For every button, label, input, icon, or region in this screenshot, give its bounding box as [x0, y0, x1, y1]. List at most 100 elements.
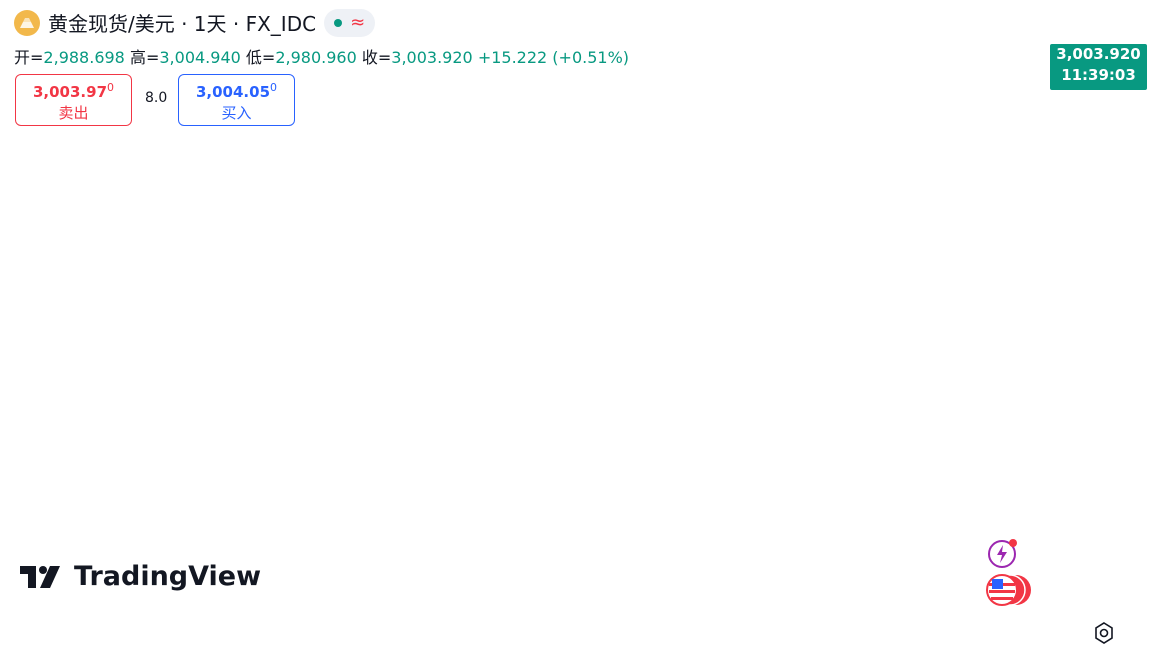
candle — [37, 514, 40, 527]
candle — [447, 288, 451, 313]
candle — [731, 254, 734, 265]
candle — [443, 303, 446, 327]
candle — [879, 107, 883, 144]
candle — [774, 164, 778, 201]
candle — [539, 203, 542, 249]
candle — [290, 429, 294, 457]
candle — [255, 433, 259, 477]
candle — [866, 121, 870, 145]
candle — [469, 288, 473, 317]
candle — [683, 304, 686, 330]
candle — [54, 500, 58, 517]
symbol-header: 黄金现货/美元 · 1天 · FX_IDC ≈ — [14, 8, 376, 37]
buy-button[interactable]: 3,004.050 买入 — [178, 74, 295, 126]
candle — [303, 479, 307, 494]
candle — [901, 55, 905, 73]
candle — [430, 342, 433, 364]
candle — [796, 128, 800, 164]
us-flag-events-icon[interactable] — [986, 573, 1034, 611]
candle — [783, 145, 787, 172]
candle — [307, 435, 311, 490]
gold-coin-icon — [14, 9, 40, 36]
ohlc-legend: 开=2,988.698 高=3,004.940 低=2,980.960 收=3,… — [14, 44, 629, 68]
brand-logo: TradingView — [20, 561, 261, 592]
candle — [604, 288, 608, 313]
candle — [6, 504, 10, 530]
candle — [744, 215, 748, 237]
candle — [595, 296, 599, 318]
sell-label: 卖出 — [58, 104, 89, 122]
price-axis[interactable]: 2,900.000 2,800.000 2,700.000 2,600.000 2,50… — [1069, 121, 1140, 550]
settings-gear-icon[interactable] — [1093, 622, 1115, 648]
candle — [355, 385, 359, 410]
candle — [146, 510, 150, 522]
candle — [678, 308, 682, 333]
candle — [10, 509, 14, 530]
candle — [831, 90, 835, 115]
candle — [28, 525, 32, 547]
candle — [757, 202, 761, 225]
candle — [172, 503, 176, 521]
candle — [63, 473, 67, 483]
close-label: 收= — [361, 48, 392, 67]
candle — [399, 394, 403, 421]
price-tick-label: 2,600.000 — [1069, 327, 1140, 343]
candle — [381, 396, 385, 415]
time-tick-label: 7月 — [183, 623, 208, 641]
candle — [364, 381, 368, 396]
candle — [814, 106, 817, 146]
candle — [613, 284, 617, 310]
candle — [89, 498, 93, 525]
candle — [425, 339, 429, 361]
candle — [224, 471, 228, 492]
candle — [98, 493, 102, 516]
candle — [504, 272, 508, 287]
candle — [840, 89, 844, 106]
candle — [875, 108, 879, 130]
candle — [897, 66, 900, 79]
candle — [176, 505, 180, 529]
candle — [102, 495, 106, 515]
candle — [656, 292, 660, 337]
time-axis[interactable]: 5月 6月 7月 8月 9月 10月 11月 12月 2025 2月 3月 — [0, 623, 1153, 653]
candle — [360, 383, 363, 416]
symbol-title[interactable]: 黄金现货/美元 · 1天 · FX_IDC — [48, 12, 317, 36]
candle — [526, 224, 529, 251]
candle — [50, 490, 54, 506]
candle — [137, 516, 141, 532]
candle — [272, 475, 276, 505]
lightning-notification-icon[interactable] — [987, 537, 1019, 573]
candle — [809, 99, 813, 124]
candle — [211, 496, 215, 516]
candle — [652, 288, 656, 315]
candle — [128, 524, 132, 549]
candle — [639, 246, 643, 280]
candle — [626, 287, 630, 306]
market-status-pill[interactable]: ≈ — [324, 8, 376, 37]
candle — [451, 278, 455, 300]
candle — [438, 317, 442, 358]
candle — [835, 88, 839, 115]
candle — [560, 280, 564, 328]
candle — [316, 440, 320, 468]
candle — [72, 452, 75, 494]
candle — [368, 380, 372, 404]
candle — [739, 222, 743, 245]
candle — [460, 275, 464, 314]
candle — [713, 268, 717, 290]
buy-price-pip: 0 — [270, 81, 278, 94]
candle — [530, 209, 534, 240]
time-tick-label: 2025 — [764, 623, 806, 641]
candle — [805, 100, 809, 141]
candle — [281, 460, 285, 485]
candle — [207, 500, 211, 522]
sell-button[interactable]: 3,003.970 卖出 — [15, 74, 132, 126]
candle — [251, 420, 254, 445]
candle — [395, 405, 398, 418]
candle — [670, 306, 673, 333]
candle — [696, 290, 700, 324]
candle — [85, 461, 88, 521]
candle — [495, 287, 499, 321]
candle — [674, 310, 678, 329]
candle — [718, 262, 721, 291]
